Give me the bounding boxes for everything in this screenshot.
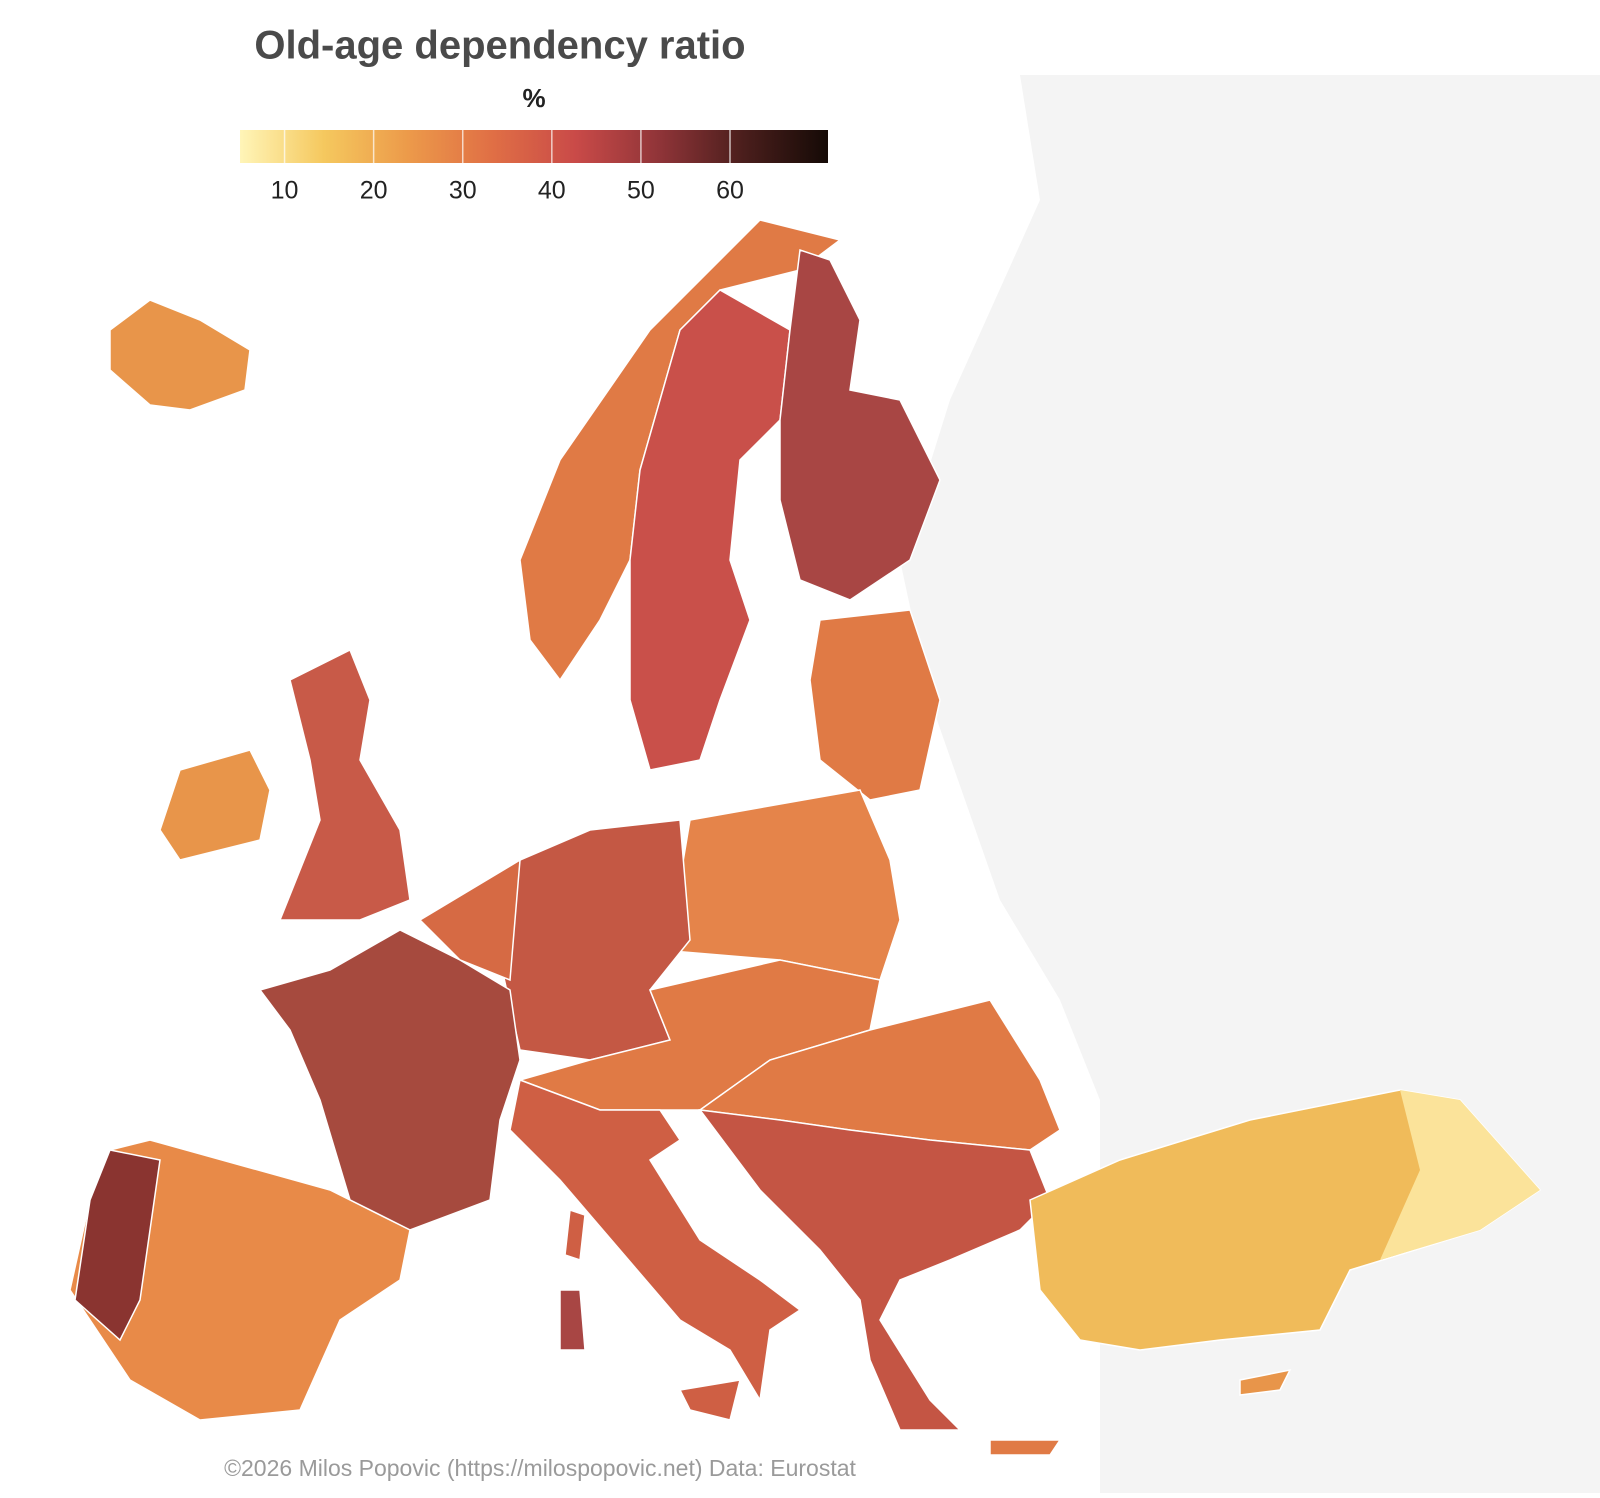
legend-tick-label: 40	[538, 177, 566, 205]
legend-tick-label: 30	[449, 177, 477, 205]
poland	[659, 789, 901, 981]
legend-tick-label: 10	[271, 177, 299, 205]
cyprus	[1239, 1368, 1292, 1396]
legend-tick-label: 60	[716, 177, 744, 205]
ireland	[159, 749, 271, 861]
map-title: Old-age dependency ratio	[254, 24, 745, 68]
france	[258, 929, 521, 1231]
great-britain	[278, 648, 411, 921]
turkey	[1029, 1089, 1542, 1351]
portugal	[74, 1149, 161, 1342]
balkans	[698, 1109, 1051, 1431]
legend-title: %	[522, 83, 545, 113]
spain	[69, 1139, 411, 1421]
iceland	[109, 299, 251, 411]
sicily	[678, 1379, 742, 1421]
italy	[509, 1078, 802, 1403]
legend-tick-label: 20	[360, 177, 388, 205]
legend-colorbar	[240, 130, 828, 163]
crete	[989, 1439, 1062, 1456]
baltics	[809, 609, 941, 801]
legend-tick-label: 50	[627, 177, 655, 205]
caption: ©2026 Milos Popovic (https://milospopovi…	[224, 1455, 856, 1481]
corsica	[564, 1208, 586, 1262]
sardinia	[559, 1289, 586, 1351]
germany	[499, 819, 691, 1061]
benelux	[418, 858, 521, 982]
finland	[779, 248, 941, 601]
basemap	[69, 75, 1600, 1493]
sweden	[629, 289, 791, 771]
turkey-east	[1380, 1090, 1540, 1260]
